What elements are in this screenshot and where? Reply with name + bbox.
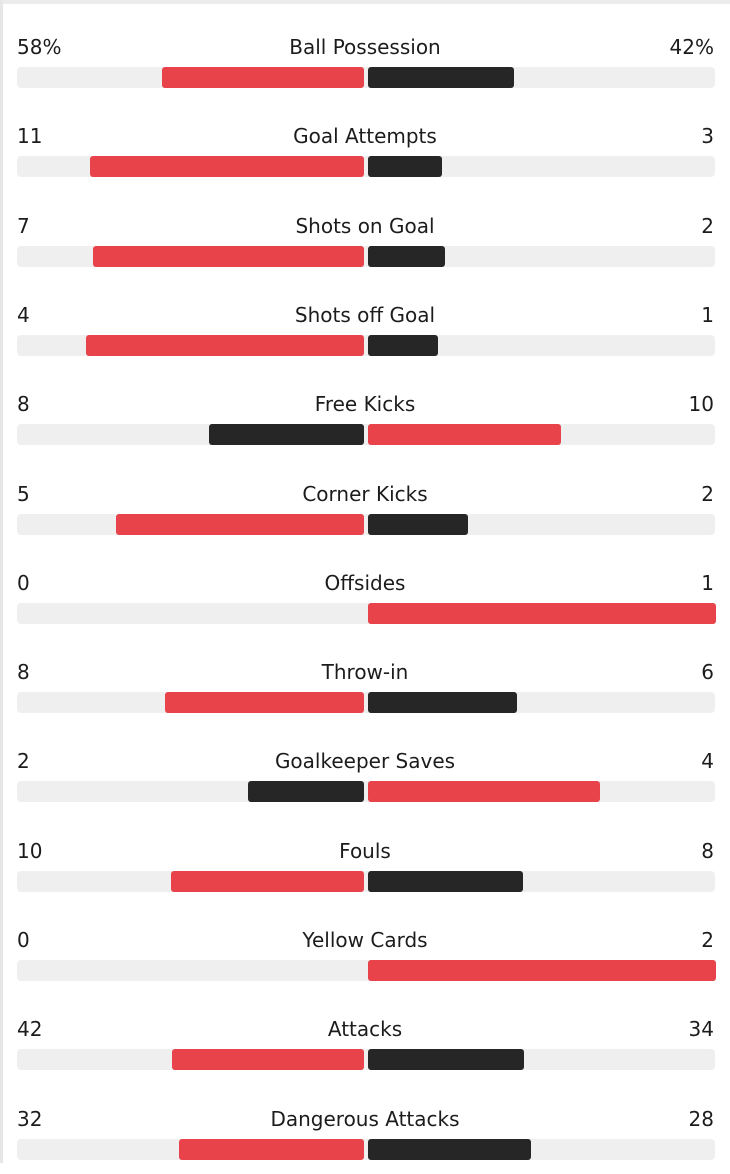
stat-row: 4 Shots off Goal 1 <box>0 281 730 370</box>
stat-label: Attacks <box>327 1017 403 1042</box>
home-share-bar <box>93 245 364 267</box>
stat-bar-track <box>17 156 715 178</box>
home-value: 2 <box>17 749 30 774</box>
stat-row: 58% Ball Possession 42% <box>0 13 730 102</box>
stat-label: Goal Attempts <box>293 124 437 149</box>
stat-bar-track <box>17 334 715 356</box>
home-value: 10 <box>17 838 43 863</box>
away-value: 8 <box>701 838 714 863</box>
away-value: 2 <box>701 928 714 952</box>
away-value: 1 <box>701 570 714 595</box>
stat-bar-track <box>17 1138 715 1160</box>
away-share-bar <box>368 870 523 892</box>
stat-bar-track <box>17 67 715 88</box>
home-share-bar <box>209 424 364 446</box>
away-value: 10 <box>688 392 714 417</box>
stat-row: 8 Throw-in 6 <box>0 638 730 727</box>
home-share-bar <box>179 1138 364 1160</box>
stat-bar-track <box>17 692 715 714</box>
away-share-bar <box>368 424 561 446</box>
away-value: 28 <box>688 1106 714 1131</box>
stat-bar-track <box>17 781 715 803</box>
stat-bar-track <box>17 960 716 981</box>
home-value: 8 <box>17 392 30 417</box>
away-share-bar <box>368 156 442 178</box>
stat-row: 0 Offsides 1 <box>0 549 730 638</box>
away-share-bar <box>368 245 445 267</box>
stat-bar-track <box>17 513 715 535</box>
home-share-bar <box>171 870 364 892</box>
stat-row: 2 Goalkeeper Saves 4 <box>0 727 730 816</box>
stat-bar-track <box>17 602 716 624</box>
home-share-bar <box>162 67 364 88</box>
stat-row: 42 Attacks 34 <box>0 995 730 1084</box>
home-value: 4 <box>17 302 30 327</box>
stat-row: 0 Yellow Cards 2 <box>0 906 730 995</box>
stat-bar-track <box>17 424 715 446</box>
stat-label: Dangerous Attacks <box>270 1106 460 1131</box>
away-value: 4 <box>701 749 714 774</box>
stat-bar-track <box>17 245 715 267</box>
away-value: 34 <box>688 1017 714 1042</box>
stat-label: Ball Possession <box>289 35 441 59</box>
home-value: 42 <box>17 1017 43 1042</box>
away-share-bar <box>368 692 517 714</box>
away-share-bar <box>368 781 600 803</box>
stat-label: Fouls <box>339 838 391 863</box>
away-share-bar <box>368 1049 524 1071</box>
home-value: 0 <box>17 570 30 595</box>
stat-label: Corner Kicks <box>302 481 428 506</box>
stat-label: Yellow Cards <box>302 928 428 952</box>
stat-bar-track <box>17 1049 715 1071</box>
away-share-bar <box>368 67 514 88</box>
stat-row: 8 Free Kicks 10 <box>0 370 730 459</box>
stat-row: 11 Goal Attempts 3 <box>0 102 730 191</box>
away-share-bar <box>368 334 438 356</box>
left-divider <box>0 0 3 1163</box>
home-share-bar <box>116 513 364 535</box>
away-value: 2 <box>701 481 714 506</box>
stat-label: Offsides <box>324 570 406 595</box>
stat-label: Shots on Goal <box>295 213 435 238</box>
away-value: 2 <box>701 213 714 238</box>
away-share-bar <box>368 1138 531 1160</box>
away-share-bar <box>368 960 716 981</box>
stat-label: Goalkeeper Saves <box>274 749 456 774</box>
away-share-bar <box>368 602 716 624</box>
home-share-bar <box>165 692 364 714</box>
stat-bar-track <box>17 870 715 892</box>
home-share-bar <box>172 1049 364 1071</box>
away-value: 6 <box>701 660 714 685</box>
home-value: 7 <box>17 213 30 238</box>
top-divider <box>0 0 730 4</box>
home-value: 58% <box>17 35 62 59</box>
stat-row: 32 Dangerous Attacks 28 <box>0 1085 730 1174</box>
home-value: 8 <box>17 660 30 685</box>
home-share-bar <box>248 781 364 803</box>
away-value: 42% <box>669 35 714 59</box>
stat-label: Throw-in <box>321 660 409 685</box>
away-share-bar <box>368 513 468 535</box>
stat-row: 7 Shots on Goal 2 <box>0 192 730 281</box>
home-share-bar <box>90 156 364 178</box>
stat-row: 5 Corner Kicks 2 <box>0 460 730 549</box>
stat-label: Shots off Goal <box>294 302 436 327</box>
home-value: 0 <box>17 928 30 952</box>
stat-label: Free Kicks <box>314 392 416 417</box>
home-value: 5 <box>17 481 30 506</box>
away-value: 3 <box>701 124 714 149</box>
home-value: 11 <box>17 124 43 149</box>
home-value: 32 <box>17 1106 43 1131</box>
home-share-bar <box>86 334 364 356</box>
stat-row: 10 Fouls 8 <box>0 817 730 906</box>
away-value: 1 <box>701 302 714 327</box>
